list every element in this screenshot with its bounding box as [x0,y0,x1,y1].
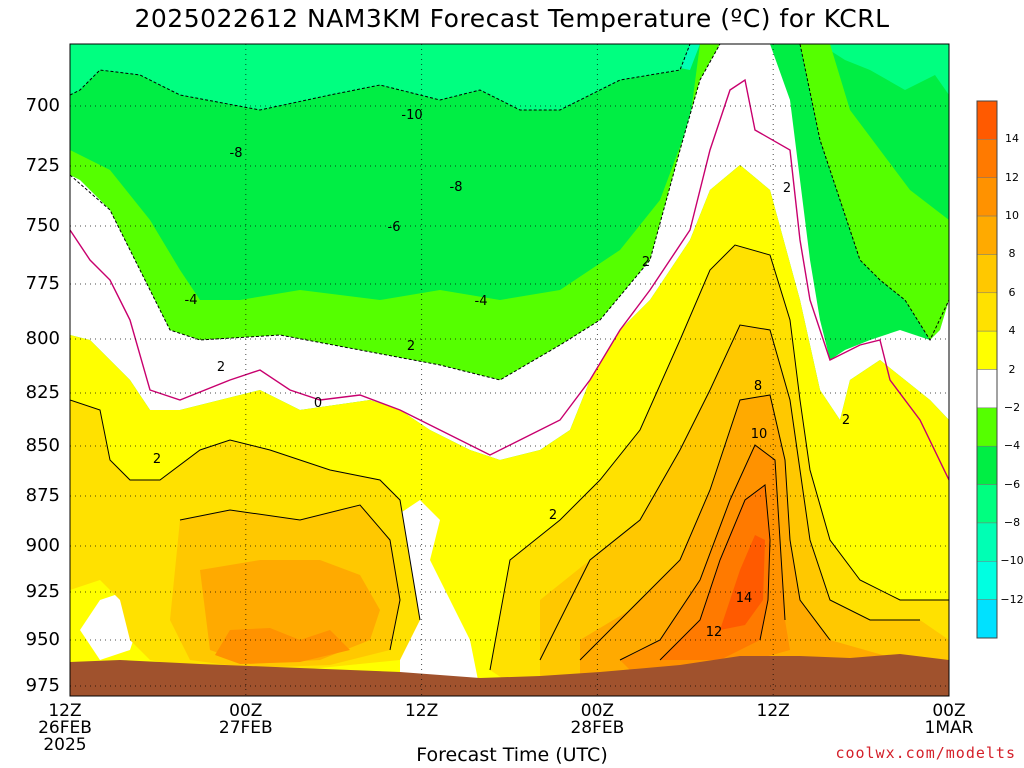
plot-frame [69,43,950,697]
colorbar-label: 10 [1005,209,1019,223]
contour-label: 12 [706,625,723,640]
colorbar-label: −4 [1003,439,1021,453]
y-tick-label: 825 [25,382,60,403]
y-tick-label: 875 [25,485,60,506]
y-tick-label: 925 [25,581,60,602]
contour-label: 8 [754,379,762,394]
colorbar-swatch [976,254,998,294]
colorbar-label: −8 [1003,515,1021,529]
contour-label: -6 [388,220,401,235]
colorbar-swatch [976,139,998,178]
colorbar-label: −10 [1000,554,1024,568]
field-minus8 [70,44,690,110]
contour-label: 2 [549,508,557,523]
field-14-right [720,535,765,630]
colorbar-swatch [976,177,998,217]
y-tick-label: 850 [25,435,60,456]
contour-labels: -10 -8 -8 -6 -4 -4 2 2 2 2 0 2 2 2 8 10 12 14 [153,108,850,640]
contour-label: 10 [751,427,768,442]
contour-label: 14 [736,591,753,606]
colorbar-swatch [976,484,998,524]
contour-label: 0 [314,396,322,411]
colorbar-label: 4 [1008,324,1016,338]
x-tick-label: 12Z [756,701,790,721]
contour-label: 2 [842,413,850,428]
field-10-left [215,628,350,664]
colorbar-label: −12 [1000,592,1024,606]
field-near-zero [70,44,949,460]
ground-terrain [70,654,949,696]
y-tick-label: 700 [25,95,60,116]
x-axis-label: Forecast Time (UTC) [416,744,608,766]
colorbar-frame [976,100,998,639]
credit-text: coolwx.com/modelts [835,744,1016,762]
x-tick-label: 12Z 26FEB 2025 [38,701,92,755]
colorbar-label: 8 [1008,247,1016,261]
colorbar-label: −6 [1003,477,1021,491]
y-tick-label: 725 [25,155,60,176]
contour-label: 2 [153,452,161,467]
y-tick-label: 775 [25,273,60,294]
x-tick-label: 00Z 1MAR [924,701,974,738]
x-tick-label: 00Z 27FEB [218,701,273,738]
colorbar-label: 14 [1005,132,1019,146]
field-minus4 [70,44,720,380]
contour-label: -4 [185,293,198,308]
colorbar-swatch [976,330,998,370]
colorbar-label: −2 [1003,400,1021,414]
y-tick-label: 750 [25,215,60,236]
contour-label: 2 [642,255,650,270]
field-minus8-right [820,44,949,95]
grid-lines [70,44,949,696]
contour-lines [70,44,949,671]
colorbar-label: 2 [1008,362,1016,376]
colorbar-swatch [976,561,998,600]
contour-label: 2 [407,339,415,354]
y-tick-label: 900 [25,535,60,556]
y-tick-label: 950 [25,629,60,650]
contour-label: 2 [783,181,791,196]
x-tick-label: 00Z 28FEB [570,701,625,738]
colorbar-swatch [976,215,998,255]
colorbar-swatch [976,522,998,562]
colorbar-swatch [976,407,998,447]
x-tick-label: 12Z [404,701,439,721]
contour-label: -8 [230,146,243,161]
colorbar-label: 12 [1005,170,1019,184]
colorbar-swatch [976,100,998,140]
y-tick-label: 800 [25,328,60,349]
y-tick-label: 975 [25,675,60,696]
colorbar-swatch [976,599,998,639]
field-minus4-right [800,44,949,340]
contour-label: -4 [475,294,488,309]
colorbar-swatch [976,445,998,485]
colorbar-swatch [976,292,998,332]
contour-label: 2 [217,360,225,375]
field-gap [390,500,480,690]
chart-title: 2025022612 NAM3KM Forecast Temperature (… [134,4,890,33]
colorbar-label: 6 [1008,285,1016,299]
contour-label: -8 [450,180,463,195]
contour-label: -10 [401,108,422,123]
colorbar-swatch [976,369,998,409]
